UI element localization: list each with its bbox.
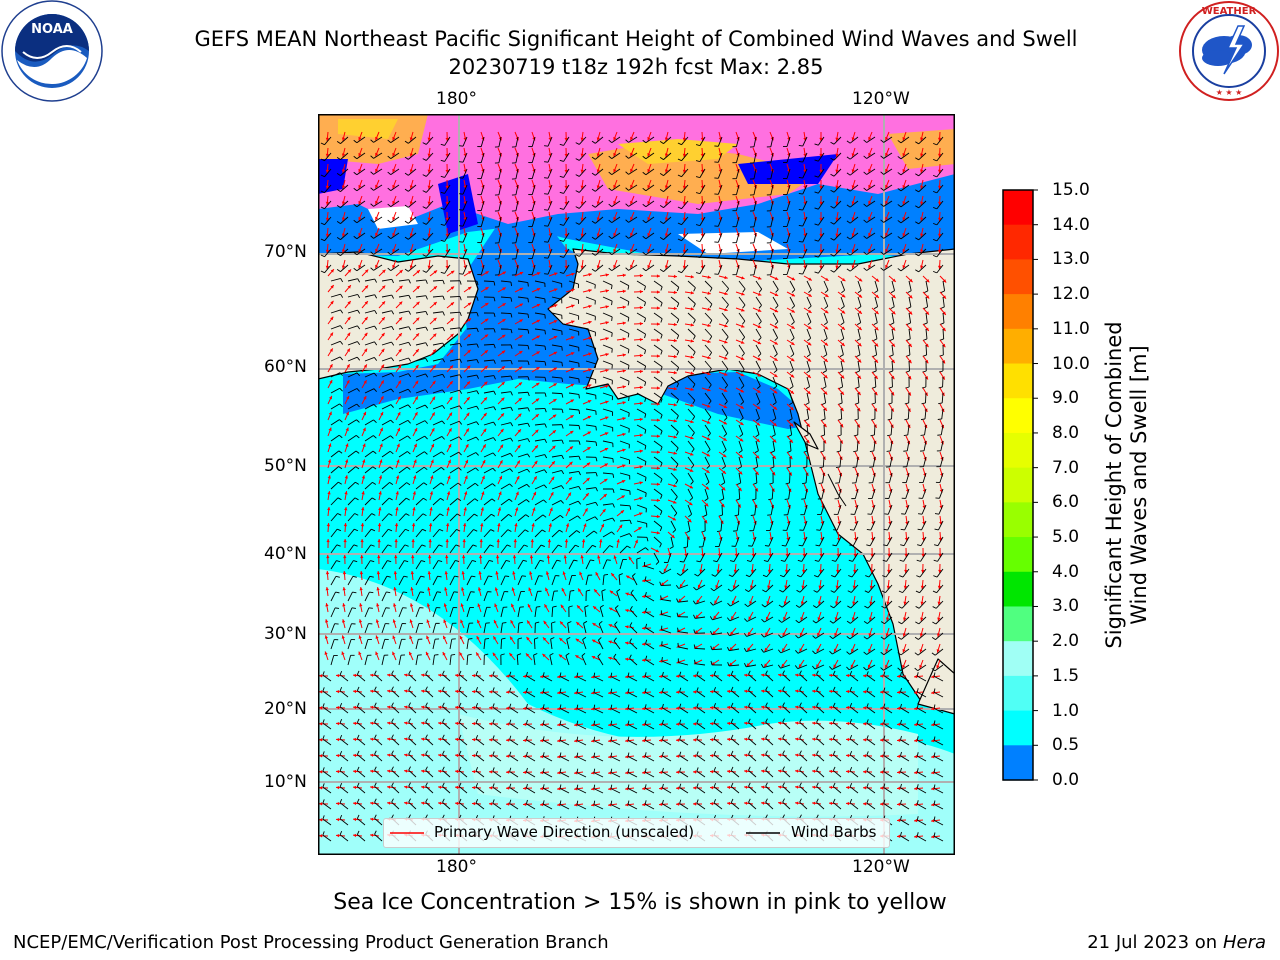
colorbar-tick-label: 0.5 — [1052, 735, 1080, 756]
colorbar-tick-label: 13.0 — [1052, 249, 1090, 270]
colorbar-tick-label: 3.0 — [1052, 596, 1080, 617]
lat-label-30n: 30°N — [264, 624, 307, 644]
colorbar-segment — [1003, 710, 1033, 746]
chart-subtitle: 20230719 t18z 192h fcst Max: 2.85 — [448, 55, 824, 79]
map-frame — [318, 114, 955, 855]
footer-date: 21 Jul 2023 on — [1087, 932, 1223, 953]
vector-field — [318, 131, 947, 842]
colorbar-title-line2: Wind Waves and Swell [m] — [1127, 345, 1151, 625]
colorbar-segment — [1003, 745, 1033, 781]
colorbar-title: Significant Height of Combined Wind Wave… — [1102, 321, 1152, 648]
colorbar-segment — [1003, 537, 1033, 573]
colorbar-segment — [1003, 328, 1033, 365]
colorbar-tick-label: 6.0 — [1052, 492, 1080, 513]
lat-label-60n: 60°N — [264, 357, 307, 377]
footer-host: Hera — [1222, 932, 1266, 953]
lat-label-10n: 10°N — [264, 772, 307, 792]
colorbar-tick-label: 2.0 — [1052, 631, 1080, 652]
lon-label-bottom-180: 180° — [436, 857, 477, 877]
lat-label-40n: 40°N — [264, 544, 307, 564]
colorbar-tick-label: 1.0 — [1052, 700, 1080, 721]
colorbar-tick-label: 11.0 — [1052, 318, 1090, 339]
colorbar-tick-label: 8.0 — [1052, 422, 1080, 443]
colorbar-segment — [1003, 641, 1033, 677]
colorbar-tick-label: 12.0 — [1052, 284, 1090, 305]
lat-label-70n: 70°N — [264, 242, 307, 262]
siberia-land — [318, 251, 479, 380]
footer-right: 21 Jul 2023 on Hera — [1087, 932, 1266, 953]
colorbar-segment — [1003, 467, 1033, 503]
colorbar-tick-label: 5.0 — [1052, 527, 1080, 548]
colorbar-segment — [1003, 190, 1033, 226]
wave-direction-legend-line — [390, 832, 424, 834]
shelf-band — [343, 244, 818, 429]
colorbar-tick-label: 14.0 — [1052, 214, 1090, 235]
colorbar-tick-label: 4.0 — [1052, 561, 1080, 582]
colorbar-tick-label: 7.0 — [1052, 457, 1080, 478]
svg-text:★ ★ ★: ★ ★ ★ — [1216, 88, 1243, 97]
colorbar-segment — [1003, 606, 1033, 642]
wind-barbs-legend-line — [746, 832, 780, 834]
lon-label-top-180: 180° — [436, 89, 477, 109]
colorbar-tick-label: 15.0 — [1052, 180, 1090, 200]
colorbar-segment — [1003, 432, 1033, 469]
lat-label-20n: 20°N — [264, 699, 307, 719]
lat-label-50n: 50°N — [264, 456, 307, 476]
wave-direction-legend-label: Primary Wave Direction (unscaled) — [434, 823, 695, 841]
colorbar-segment — [1003, 502, 1033, 538]
noaa-logo: NOAA — [1, 0, 103, 102]
sea-ice-note: Sea Ice Concentration > 15% is shown in … — [333, 890, 947, 915]
colorbar-segment — [1003, 294, 1033, 330]
colorbar-tick-label: 9.0 — [1052, 388, 1080, 409]
colorbar-segment — [1003, 571, 1033, 608]
colorbar — [1002, 189, 1038, 781]
svg-text:WEATHER: WEATHER — [1202, 6, 1257, 17]
footer-left: NCEP/EMC/Verification Post Processing Pr… — [13, 932, 609, 953]
colorbar-segment — [1003, 363, 1033, 399]
colorbar-tick-label: 10.0 — [1052, 353, 1090, 374]
lon-label-top-120w: 120°W — [852, 89, 910, 109]
colorbar-tick-label: 1.5 — [1052, 665, 1080, 686]
map-legend: Primary Wave Direction (unscaled) Wind B… — [383, 818, 890, 848]
colorbar-segment — [1003, 224, 1033, 261]
colorbar-segment — [1003, 398, 1033, 434]
colorbar-tick-label: 0.0 — [1052, 770, 1080, 790]
lon-label-bottom-120w: 120°W — [852, 857, 910, 877]
colorbar-segment — [1003, 259, 1033, 295]
wind-barbs-legend-label: Wind Barbs — [791, 823, 877, 841]
noaa-logo-text: NOAA — [31, 22, 73, 37]
wave-height-map — [318, 114, 955, 855]
nws-logo: ★ ★ ★ WEATHER — [1178, 0, 1280, 102]
colorbar-title-line1: Significant Height of Combined — [1102, 321, 1126, 649]
chart-title: GEFS MEAN Northeast Pacific Significant … — [194, 27, 1078, 51]
colorbar-segment — [1003, 675, 1033, 712]
